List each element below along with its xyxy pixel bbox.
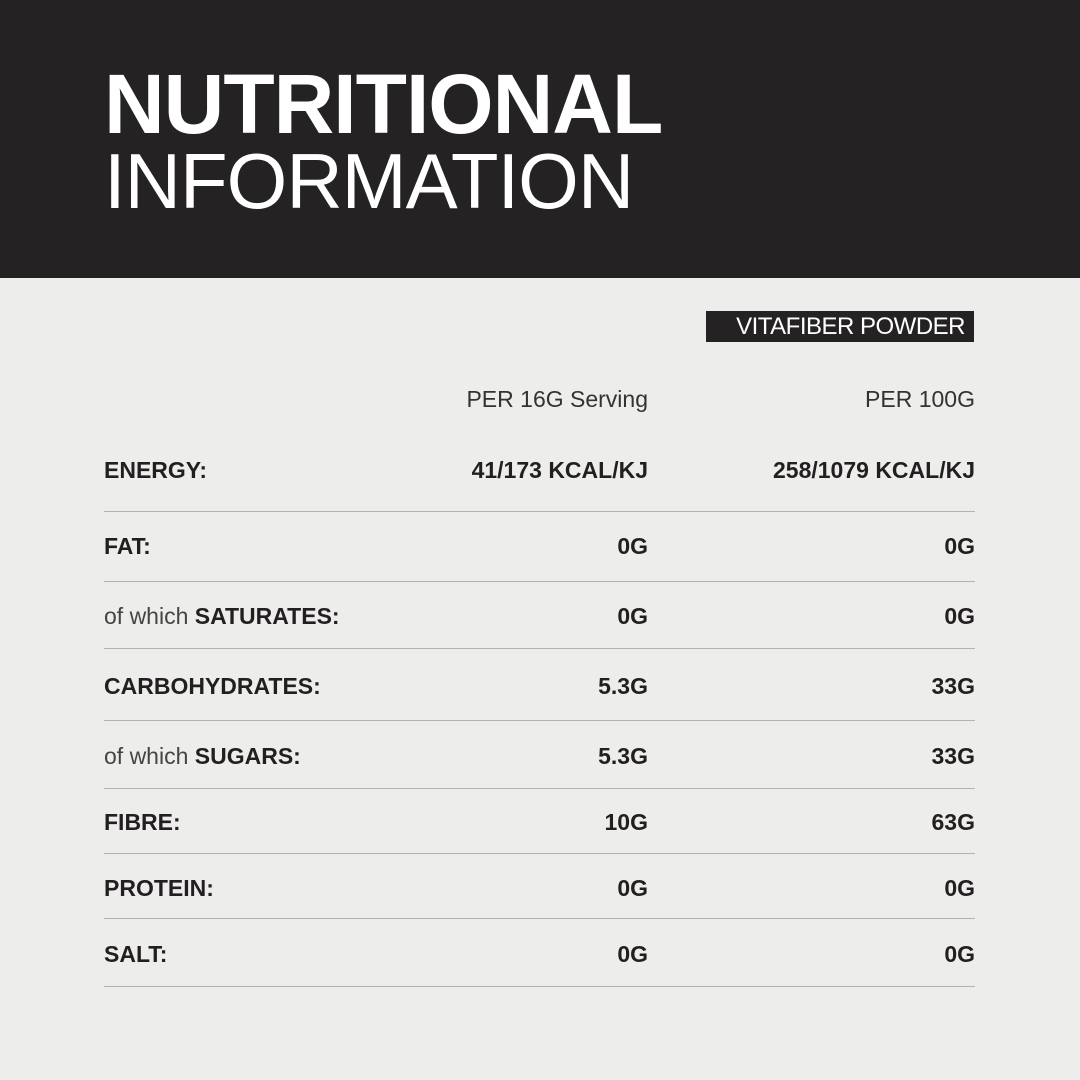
row-label-text: PROTEIN: — [104, 875, 214, 901]
row-label: FIBRE: — [104, 809, 181, 836]
value-per-100g: 33G — [931, 743, 975, 769]
value-per-serving: 5.3G — [598, 743, 648, 769]
value-per-serving: 0G — [617, 533, 648, 559]
row-label-text: FIBRE: — [104, 809, 181, 835]
value-per-100g: 63G — [931, 809, 975, 835]
value-per-serving: 0G — [617, 875, 648, 901]
product-badge: VITAFIBER POWDER — [706, 311, 974, 342]
value-per-serving: 5.3G — [598, 673, 648, 699]
row-label: ENERGY: — [104, 457, 207, 484]
row-label-prefix: of which — [104, 603, 195, 629]
row-label-text: SALT: — [104, 941, 168, 967]
row-divider — [104, 648, 975, 649]
title-light: INFORMATION — [104, 137, 634, 225]
row-label-text: CARBOHYDRATES: — [104, 673, 321, 699]
value-per-100g: 0G — [944, 875, 975, 901]
row-divider — [104, 788, 975, 789]
value-per-serving: 10G — [604, 809, 648, 835]
row-label: CARBOHYDRATES: — [104, 673, 321, 700]
title-bold: NUTRITIONAL — [104, 57, 663, 151]
row-label: PROTEIN: — [104, 875, 214, 902]
row-label-text: FAT: — [104, 533, 151, 559]
value-per-serving: 0G — [617, 941, 648, 967]
row-label-text: SATURATES: — [194, 603, 340, 629]
value-per-100g: 0G — [944, 603, 975, 629]
row-divider — [104, 511, 975, 512]
value-per-100g: 0G — [944, 533, 975, 559]
column-header-per-serving: PER 16G Serving — [466, 386, 648, 412]
value-per-serving: 0G — [617, 603, 648, 629]
row-divider — [104, 853, 975, 854]
value-per-serving: 41/173 KCAL/KJ — [471, 457, 648, 483]
value-per-100g: 258/1079 KCAL/KJ — [773, 457, 975, 483]
row-divider — [104, 581, 975, 582]
row-label: of which SUGARS: — [104, 743, 301, 770]
row-label: FAT: — [104, 533, 151, 560]
header-banner: NUTRITIONAL INFORMATION — [0, 0, 1080, 278]
row-label-text: SUGARS: — [194, 743, 301, 769]
value-per-100g: 33G — [931, 673, 975, 699]
row-label-text: ENERGY: — [104, 457, 208, 483]
row-label-prefix: of which — [104, 743, 195, 769]
row-divider — [104, 986, 975, 987]
row-label: of which SATURATES: — [104, 603, 340, 630]
row-divider — [104, 720, 975, 721]
value-per-100g: 0G — [944, 941, 975, 967]
row-label: SALT: — [104, 941, 167, 968]
row-divider — [104, 918, 975, 919]
column-header-per-100g: PER 100G — [865, 386, 975, 412]
